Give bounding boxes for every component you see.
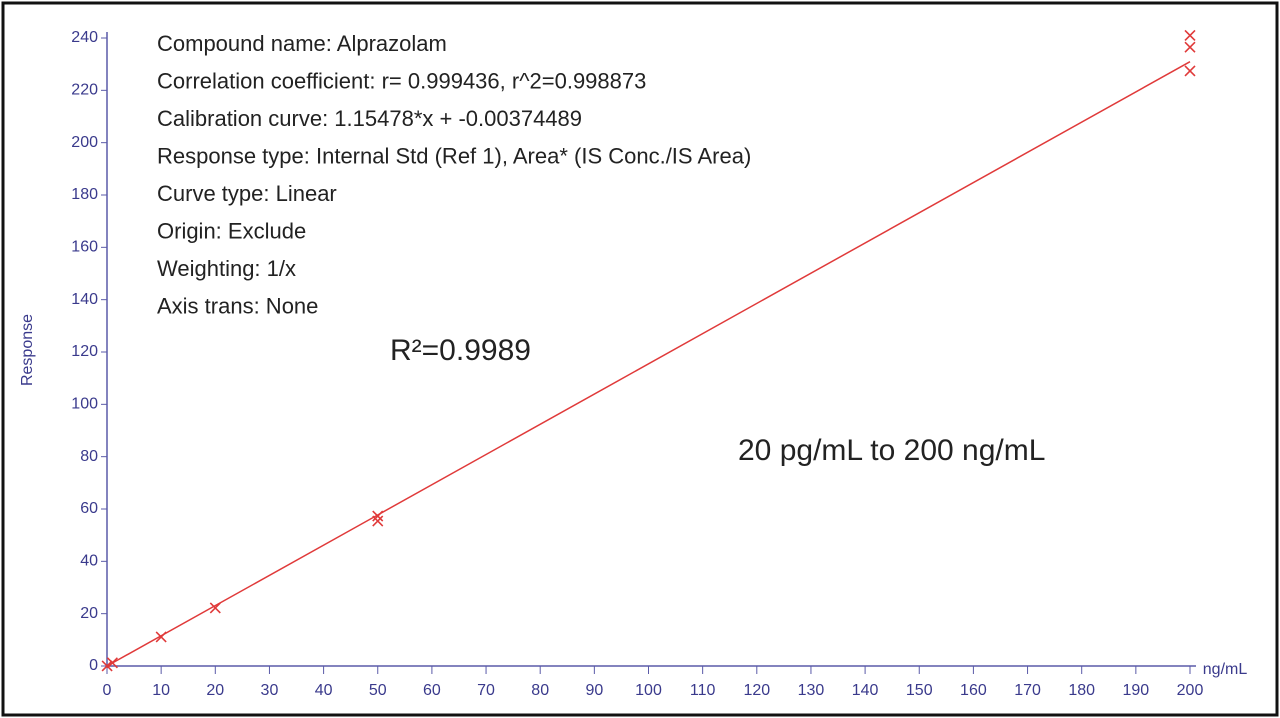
point <box>155 631 167 643</box>
x-tick-label: 170 <box>1014 682 1041 699</box>
point <box>209 602 221 614</box>
x-tick-label: 140 <box>852 682 879 699</box>
info-line: Weighting: 1/x <box>157 256 296 281</box>
x-tick-label: 110 <box>690 682 716 699</box>
x-tick-label: 160 <box>960 682 987 699</box>
x-tick-label: 70 <box>477 682 495 699</box>
y-tick-label: 20 <box>80 605 98 622</box>
y-tick-label: 0 <box>89 657 98 674</box>
x-tick-label: 40 <box>315 682 333 699</box>
info-line: Compound name: Alprazolam <box>157 31 447 56</box>
x-tick-label: 180 <box>1068 682 1095 699</box>
x-tick-label: 50 <box>369 682 387 699</box>
y-tick-label: 220 <box>71 82 98 99</box>
info-line: Response type: Internal Std (Ref 1), Are… <box>157 143 751 168</box>
x-tick-label: 20 <box>206 682 224 699</box>
info-line: Curve type: Linear <box>157 181 337 206</box>
x-tick-label: 0 <box>103 682 112 699</box>
x-tick-label: 190 <box>1122 682 1149 699</box>
r2-annotation: R²=0.9989 <box>390 334 531 367</box>
y-tick-label: 40 <box>80 553 98 570</box>
y-tick-label: 60 <box>80 500 98 517</box>
x-tick-label: 80 <box>531 682 549 699</box>
x-tick-label: 100 <box>635 682 662 699</box>
point <box>372 515 384 527</box>
info-line: Correlation coefficient: r= 0.999436, r^… <box>157 68 646 93</box>
y-tick-label: 80 <box>80 448 98 465</box>
y-axis-label: Response <box>19 314 36 386</box>
point <box>1184 65 1196 77</box>
x-tick-label: 10 <box>152 682 170 699</box>
x-tick-label: 90 <box>585 682 603 699</box>
y-tick-label: 140 <box>71 291 98 308</box>
fit-line <box>106 61 1191 667</box>
point <box>106 657 118 669</box>
x-tick-label: 120 <box>743 682 770 699</box>
point <box>101 660 113 672</box>
x-tick-label: 30 <box>261 682 279 699</box>
range-annotation: 20 pg/mL to 200 ng/mL <box>738 434 1045 467</box>
x-tick-label: 150 <box>906 682 933 699</box>
x-tick-label: 200 <box>1177 682 1204 699</box>
info-line: Axis trans: None <box>157 293 318 318</box>
y-tick-label: 240 <box>71 29 98 46</box>
x-tick-label: 130 <box>798 682 825 699</box>
y-tick-label: 100 <box>71 396 98 413</box>
info-line: Origin: Exclude <box>157 218 306 243</box>
point <box>1184 29 1196 41</box>
y-tick-label: 200 <box>71 134 98 151</box>
point <box>1184 41 1196 53</box>
y-tick-label: 160 <box>71 239 98 256</box>
y-tick-label: 180 <box>71 186 98 203</box>
x-tick-label: 60 <box>423 682 441 699</box>
y-tick-label: 120 <box>71 343 98 360</box>
point <box>372 510 384 522</box>
x-axis-label: ng/mL <box>1203 661 1248 678</box>
info-line: Calibration curve: 1.15478*x + -0.003744… <box>157 106 582 131</box>
